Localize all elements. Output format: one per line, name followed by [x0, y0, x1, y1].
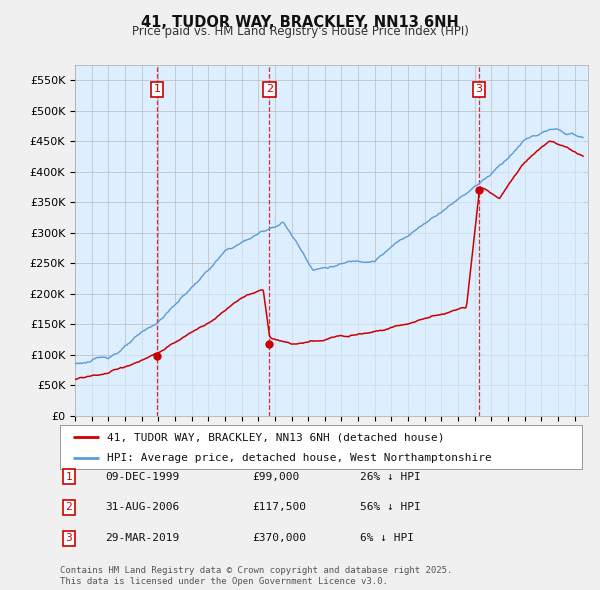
- Text: 1: 1: [65, 472, 73, 481]
- Text: 6% ↓ HPI: 6% ↓ HPI: [360, 533, 414, 543]
- Text: 09-DEC-1999: 09-DEC-1999: [105, 472, 179, 481]
- Text: 2: 2: [65, 503, 73, 512]
- Text: 31-AUG-2006: 31-AUG-2006: [105, 503, 179, 512]
- Text: 3: 3: [65, 533, 73, 543]
- Text: 29-MAR-2019: 29-MAR-2019: [105, 533, 179, 543]
- Text: 41, TUDOR WAY, BRACKLEY, NN13 6NH (detached house): 41, TUDOR WAY, BRACKLEY, NN13 6NH (detac…: [107, 432, 445, 442]
- Text: £370,000: £370,000: [252, 533, 306, 543]
- Text: Price paid vs. HM Land Registry's House Price Index (HPI): Price paid vs. HM Land Registry's House …: [131, 25, 469, 38]
- Text: HPI: Average price, detached house, West Northamptonshire: HPI: Average price, detached house, West…: [107, 453, 492, 463]
- Text: £99,000: £99,000: [252, 472, 299, 481]
- Text: 2: 2: [266, 84, 273, 94]
- Text: Contains HM Land Registry data © Crown copyright and database right 2025.
This d: Contains HM Land Registry data © Crown c…: [60, 566, 452, 586]
- Text: 41, TUDOR WAY, BRACKLEY, NN13 6NH: 41, TUDOR WAY, BRACKLEY, NN13 6NH: [141, 15, 459, 30]
- Text: 1: 1: [154, 84, 160, 94]
- Text: 56% ↓ HPI: 56% ↓ HPI: [360, 503, 421, 512]
- Text: 26% ↓ HPI: 26% ↓ HPI: [360, 472, 421, 481]
- Text: £117,500: £117,500: [252, 503, 306, 512]
- Text: 3: 3: [475, 84, 482, 94]
